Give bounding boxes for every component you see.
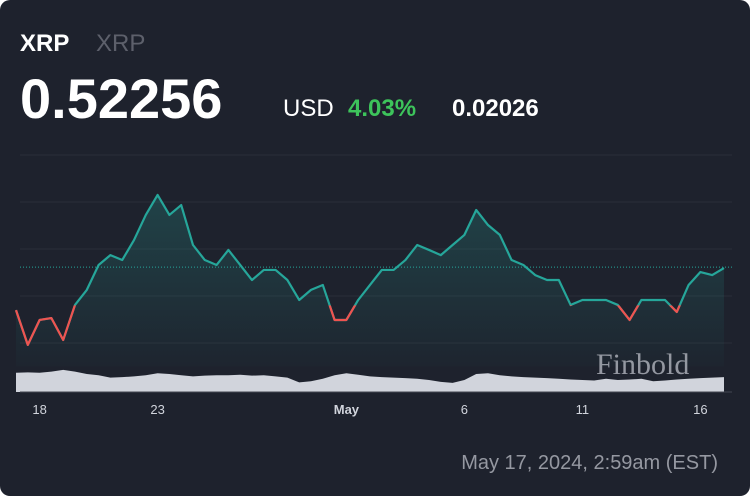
- symbol-secondary: XRP: [96, 30, 145, 57]
- x-tick-label: 23: [150, 402, 164, 417]
- change: 0.02026: [452, 95, 539, 122]
- price: 0.52256: [20, 67, 222, 130]
- timestamp: May 17, 2024, 2:59am (EST): [461, 452, 718, 474]
- watermark: Finbold: [596, 348, 689, 381]
- line-area: [16, 194, 724, 367]
- x-tick-label: 11: [576, 402, 590, 417]
- x-tick-label: 16: [693, 402, 707, 417]
- x-tick-label: May: [334, 402, 360, 417]
- currency: USD: [283, 95, 334, 122]
- symbol: XRP: [20, 30, 69, 57]
- volume-area: [16, 369, 724, 392]
- x-tick-label: 18: [32, 402, 46, 417]
- plot: [14, 154, 732, 393]
- x-tick-label: 6: [461, 402, 468, 417]
- change-percent: 4.03%: [348, 95, 416, 122]
- price-line: [14, 193, 725, 346]
